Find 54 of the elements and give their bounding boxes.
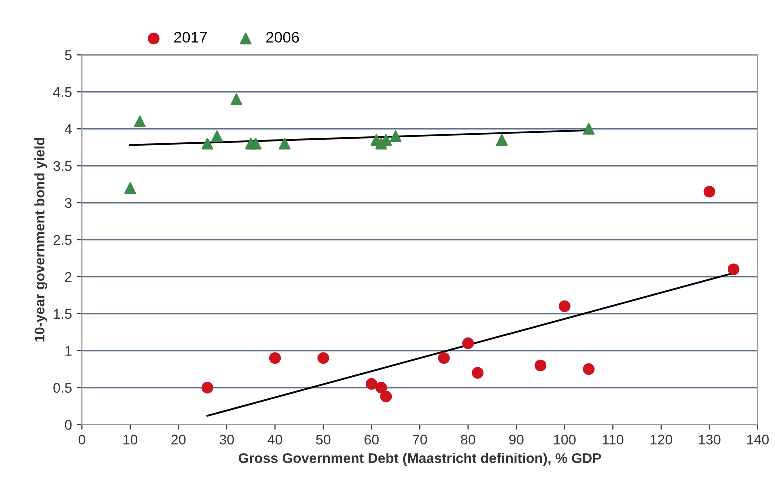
y-tick-label: 5 [65,50,72,60]
x-tick-label: 110 [603,434,624,445]
x-tick-label: 70 [413,434,428,445]
y-tick-label: 4.5 [53,88,72,98]
y-tick-label: 1.5 [54,309,72,320]
point [376,382,388,394]
x-tick-label: 90 [510,434,524,445]
point [583,123,595,135]
point [269,352,282,364]
y-tick-label: 2 [65,272,72,282]
point [279,138,291,150]
point [583,364,595,376]
y-tick-label: 0 [65,420,72,430]
legend-label: 2017 [174,32,207,43]
x-tick-label: 80 [461,434,476,445]
legend-label: 2006 [266,32,300,43]
x-tick-label: 0 [78,434,86,445]
point [704,186,716,198]
point [366,378,378,390]
point [462,338,474,350]
y-tick-label: 2.5 [54,235,72,246]
y-axis-title: 10-year government bond yield [34,138,48,342]
point [380,390,392,403]
y-tick-label: 3.5 [54,161,72,172]
x-tick-label: 60 [364,434,379,445]
point [211,130,224,142]
point [390,130,402,142]
point [124,182,136,194]
point [438,352,450,364]
y-tick-label: 0.5 [54,383,72,394]
point [134,116,146,128]
point [202,382,214,394]
x-tick-label: 100 [554,434,576,445]
x-axis-title: Gross Government Debt (Maastricht definition), % GDP [238,453,602,466]
point [559,300,571,312]
y-tick-label: 4 [65,124,72,134]
point [496,134,508,146]
x-tick-label: 30 [220,434,234,445]
y-tick-label: 1 [66,346,72,356]
point [250,138,262,150]
point [728,264,740,276]
x-tick-label: 130 [699,434,721,445]
x-tick-label: 120 [650,434,672,445]
y-tick-label: 3 [65,198,72,208]
point [318,352,330,364]
x-tick-label: 50 [316,434,331,445]
point [202,138,214,150]
point [230,94,242,106]
point [472,367,484,379]
x-tick-label: 40 [268,434,282,445]
x-tick-label: 10 [124,434,138,445]
x-tick-label: 20 [172,434,186,445]
point [534,360,547,372]
x-tick-label: 140 [747,434,769,445]
